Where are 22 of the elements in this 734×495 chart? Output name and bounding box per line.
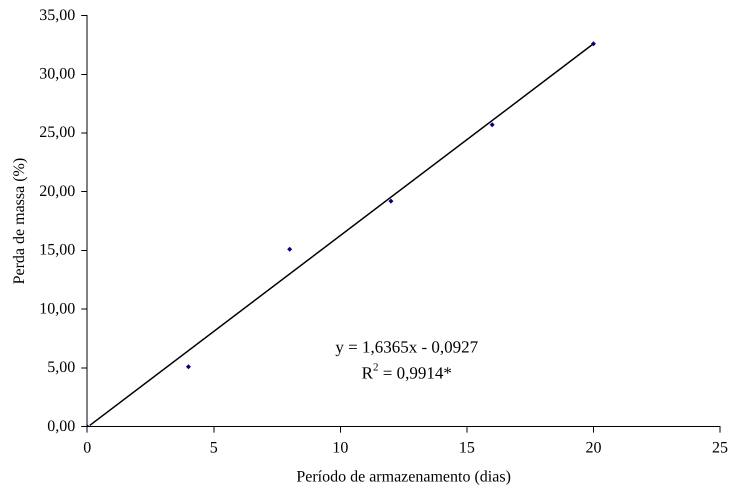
x-tick-label: 5 — [210, 439, 218, 456]
annotation: y = 1,6365x - 0,0927 — [335, 338, 479, 357]
point — [590, 41, 596, 46]
y-tick-label: 5,00 — [47, 359, 76, 376]
x-axis-title: Período de armazenamento (dias) — [296, 468, 511, 486]
y-tick-label: 0,00 — [47, 418, 76, 435]
point — [490, 122, 495, 128]
y-tick-label: 30,00 — [39, 66, 76, 83]
y-tick-label: 25,00 — [39, 124, 76, 142]
y-tick-label: 15,00 — [39, 242, 76, 259]
x-tick-label: 20 — [585, 439, 602, 456]
x-tick-label: 15 — [458, 439, 475, 456]
y-tick-label: 20,00 — [39, 182, 76, 200]
point — [388, 198, 394, 204]
point — [186, 364, 191, 370]
y-tick-label: 35,00 — [39, 6, 76, 24]
x-tick-label: 25 — [712, 439, 728, 456]
x-tick-label: 10 — [332, 439, 348, 456]
y-axis-title: Perda de massa (%) — [10, 158, 28, 284]
y-tick-label: 10,00 — [39, 300, 76, 318]
x-tick-label: 0 — [83, 439, 92, 456]
point — [287, 246, 292, 252]
